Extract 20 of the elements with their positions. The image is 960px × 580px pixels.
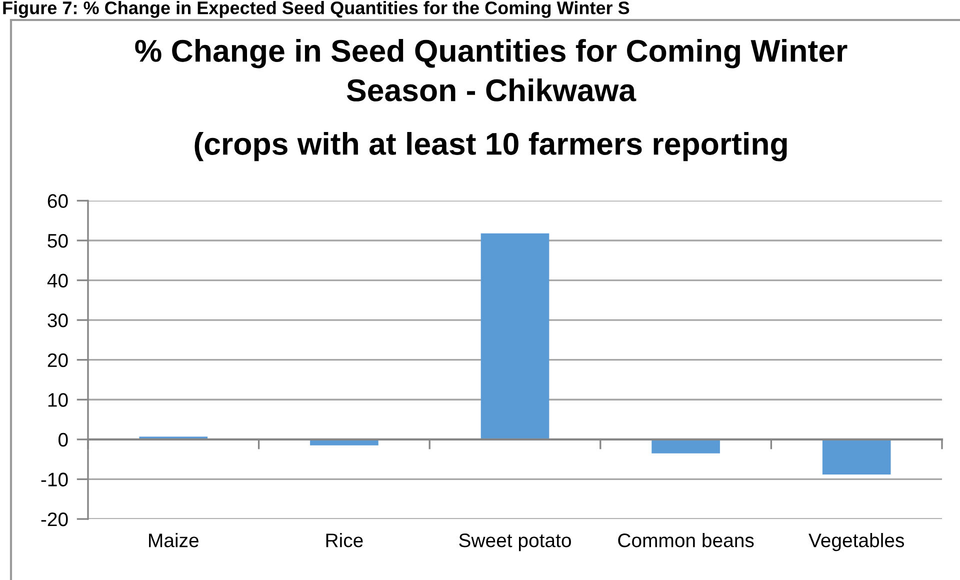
y-tick-label: 20 [48,353,68,368]
y-tick-label: 40 [47,274,68,288]
y-tick-label: 60 [48,194,68,208]
chart-title: % Change in Seed Quantities for Coming Winter Season - Chikwawa [135,39,848,102]
x-tick-label: Common beans [618,533,754,548]
x-tick-label: Sweet potato [459,534,571,552]
x-tick-label: Vegetables [808,533,904,552]
chart-subtitle: (crops with at least 10 farmers reporting [194,132,787,162]
y-tick-label: 50 [48,234,68,248]
bar [652,439,720,454]
x-tick-label: Rice [326,533,363,548]
bar [822,439,891,474]
y-tick-label: -20 [41,512,68,526]
y-tick-label: -10 [41,472,68,486]
bar [480,233,550,440]
caption: Figure 7: % Change in Expected Seed Quantities for the Coming Winter S [3,1,630,18]
y-tick-label: 10 [48,393,68,407]
y-tick-label: 0 [58,432,68,447]
y-tick-label: 30 [48,314,68,328]
x-tick-label: Maize [149,533,198,548]
